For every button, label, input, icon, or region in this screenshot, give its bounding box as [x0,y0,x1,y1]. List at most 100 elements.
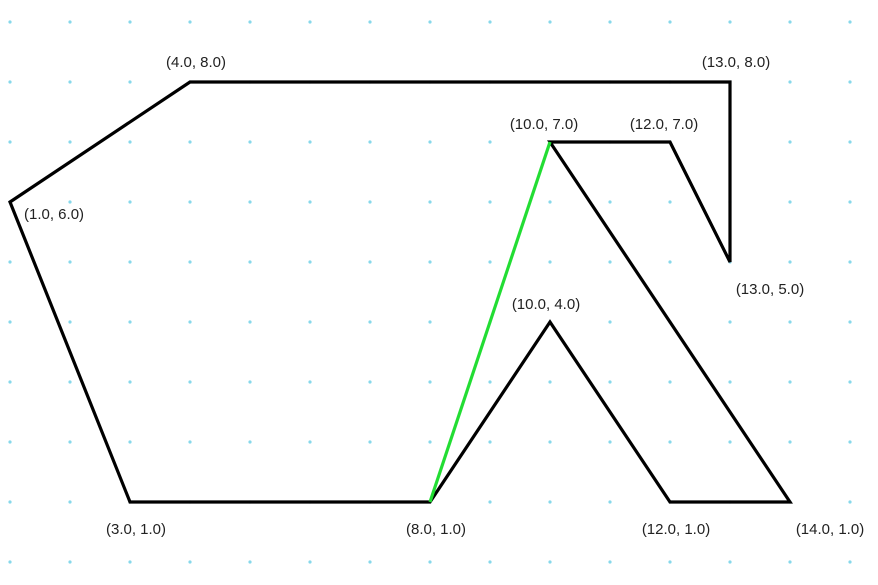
grid-dot [548,440,552,444]
grid-dot [728,440,732,444]
grid-dot [128,560,132,564]
grid-dot [188,140,192,144]
grid-dot [608,320,612,324]
grid-dot [8,500,12,504]
grid-dot [8,20,12,24]
grid-dot [788,20,792,24]
grid-dot [488,20,492,24]
grid-dot [848,440,852,444]
vertex-label-v-13-8: (13.0, 8.0) [702,54,770,71]
grid-dot [248,260,252,264]
grid-dot [188,320,192,324]
grid-dot [428,200,432,204]
grid-dot [368,440,372,444]
grid-dot [788,560,792,564]
grid-dot [8,380,12,384]
grid-dot [788,200,792,204]
grid-dot [8,440,12,444]
grid-dot [68,260,72,264]
grid-dot [548,560,552,564]
grid-dot [308,320,312,324]
grid-dot [128,320,132,324]
grid-dot [848,500,852,504]
grid-dot [848,80,852,84]
grid-dot [488,560,492,564]
grid-dot [68,380,72,384]
grid-dot [308,140,312,144]
vertex-label-v-8-1: (8.0, 1.0) [406,521,466,538]
grid-dot [668,20,672,24]
grid-dot [428,560,432,564]
grid-dot [788,440,792,444]
grid-dot [368,560,372,564]
vertex-label-v-12-1: (12.0, 1.0) [642,521,710,538]
grid-dot [68,320,72,324]
grid-dot [728,380,732,384]
vertex-label-v-1-6: (1.0, 6.0) [24,206,84,223]
grid-dot [308,260,312,264]
grid-dot [608,200,612,204]
grid-dot [548,200,552,204]
grid-dot [488,140,492,144]
vertex-label-v-10-4: (10.0, 4.0) [512,296,580,313]
grid-dot [548,20,552,24]
grid-dot [68,140,72,144]
grid-dot [788,320,792,324]
vertex-label-v-10-7: (10.0, 7.0) [510,116,578,133]
grid-dot [368,140,372,144]
grid-dot [368,20,372,24]
grid-dot [368,380,372,384]
grid-dot [188,200,192,204]
grid-dot [608,500,612,504]
dot-grid [8,20,852,564]
grid-dot [608,260,612,264]
vertex-label-v-4-8: (4.0, 8.0) [166,54,226,71]
grid-dot [608,380,612,384]
grid-dot [608,20,612,24]
grid-dot [308,200,312,204]
grid-dot [68,560,72,564]
grid-dot [368,320,372,324]
grid-dot [488,440,492,444]
grid-dot [668,200,672,204]
grid-dot [248,560,252,564]
grid-dot [848,140,852,144]
grid-dot [128,140,132,144]
grid-dot [128,20,132,24]
grid-dot [608,440,612,444]
grid-dot [308,560,312,564]
highlighted-diagonals [428,141,552,503]
grid-dot [848,560,852,564]
grid-dot [728,320,732,324]
grid-dot [8,260,12,264]
grid-dot [668,440,672,444]
vertex-label-v-14-1: (14.0, 1.0) [796,521,864,538]
grid-dot [128,260,132,264]
grid-dot [788,260,792,264]
polygon-edges [8,80,793,504]
grid-dot [248,200,252,204]
grid-dot [308,380,312,384]
grid-dot [188,440,192,444]
grid-dot [368,200,372,204]
vertex-label-v-12-7: (12.0, 7.0) [630,116,698,133]
grid-dot [608,560,612,564]
grid-dot [8,320,12,324]
grid-dot [68,440,72,444]
grid-dot [788,80,792,84]
grid-dot [488,380,492,384]
polygon-outline [8,80,793,504]
grid-dot [548,500,552,504]
grid-dot [728,560,732,564]
grid-dot [668,380,672,384]
grid-dot [848,260,852,264]
vertex-label-v-13-5: (13.0, 5.0) [736,281,804,298]
grid-dot [428,320,432,324]
grid-dot [248,320,252,324]
grid-dot [728,20,732,24]
vertex-labels: (1.0, 6.0) (4.0, 8.0) (13.0, 8.0) (13.0, 5.… [24,54,864,538]
grid-dot [68,80,72,84]
grid-dot [248,140,252,144]
grid-dot [308,440,312,444]
